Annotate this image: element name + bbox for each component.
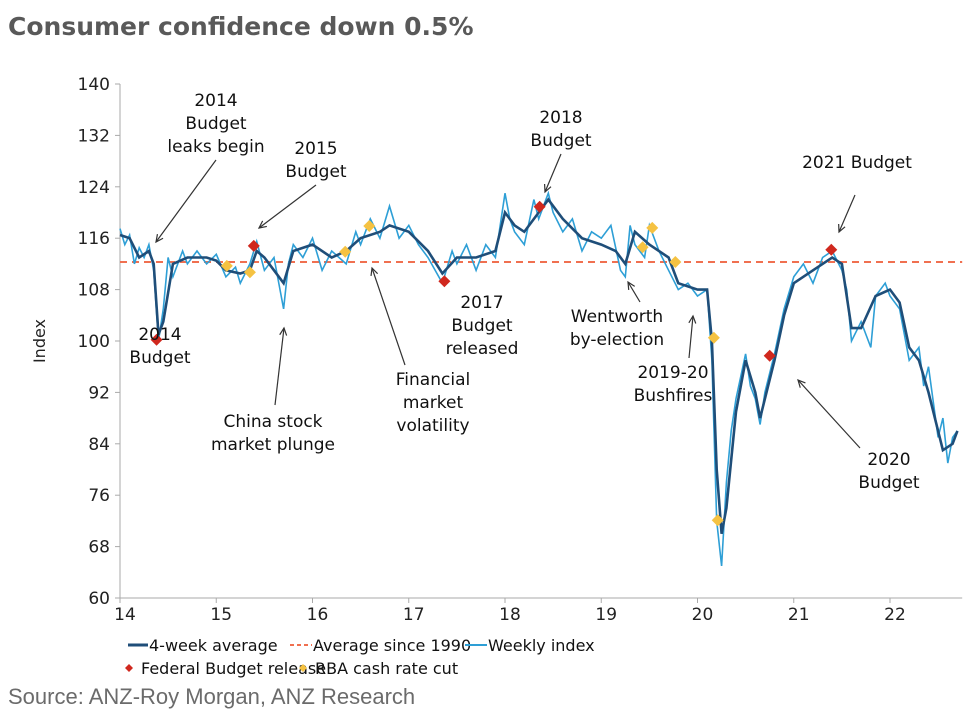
- x-tick-label: 21: [788, 605, 810, 625]
- annotation-2014-budget-text: 2014: [138, 325, 181, 345]
- legend-label-4-week-average: 4-week average: [149, 636, 278, 655]
- y-tick-label: 124: [78, 178, 110, 198]
- annotation-financial-volatility-text: market: [403, 393, 464, 413]
- four-week-average-line: [119, 197, 959, 535]
- annotation-2017-budget-text: released: [446, 339, 519, 359]
- arrowhead-icon: [155, 234, 164, 244]
- annotation-2014-budget-leaks-text: 2014: [194, 91, 237, 111]
- arrowhead-icon: [257, 220, 267, 229]
- annotation-2017-budget-text: Budget: [451, 316, 512, 336]
- x-tick-label: 22: [884, 605, 906, 625]
- rba-cut-marker: [636, 241, 649, 254]
- annotation-2018-budget-text: 2018: [539, 108, 582, 128]
- annotation-financial-volatility-text: volatility: [396, 416, 469, 436]
- source-note: Source: ANZ-Roy Morgan, ANZ Research: [8, 684, 416, 709]
- annotation-bushfires-text: Bushfires: [634, 386, 713, 406]
- x-tick-label: 19: [595, 605, 617, 625]
- legend-label-weekly-index: Weekly index: [488, 636, 595, 655]
- arrowhead-icon: [627, 280, 636, 291]
- rba-cut-marker: [707, 331, 720, 344]
- annotation-financial-volatility-text: Financial: [396, 370, 470, 390]
- legend-swatch-budget-marker: [125, 664, 133, 672]
- arrowhead-icon: [543, 183, 552, 194]
- x-tick-label: 17: [403, 605, 425, 625]
- x-tick-label: 18: [499, 605, 521, 625]
- annotation-2014-budget-leaks-text: Budget: [185, 114, 246, 134]
- annotation-arrow: [258, 184, 317, 229]
- annotation-2017-budget-text: 2017: [460, 293, 503, 313]
- x-tick-label: 14: [114, 605, 136, 625]
- annotation-2014-budget-text: Budget: [129, 348, 190, 368]
- legend-swatch-rba-marker: [299, 664, 307, 672]
- budget-marker: [533, 200, 546, 213]
- y-tick-label: 108: [78, 281, 110, 301]
- y-tick-label: 116: [78, 229, 110, 249]
- rba-cut-marker: [220, 259, 233, 272]
- budget-marker: [247, 239, 260, 252]
- annotation-china-stock-market-text: market plunge: [211, 435, 335, 455]
- y-tick-label: 132: [78, 126, 110, 146]
- budget-marker: [825, 243, 838, 256]
- annotation-2020-budget-text: Budget: [858, 473, 919, 493]
- arrowhead-icon: [688, 314, 697, 324]
- y-tick-label: 84: [88, 435, 110, 455]
- legend-label-federal-budget-release: Federal Budget release: [141, 659, 326, 678]
- budget-marker: [763, 349, 776, 362]
- annotation-arrow: [627, 281, 641, 303]
- annotation-2015-budget-text: 2015: [294, 139, 337, 159]
- y-tick-label: 100: [78, 332, 110, 352]
- rba-cut-marker: [669, 255, 682, 268]
- rba-cut-marker: [646, 221, 659, 234]
- annotation-2020-budget-text: 2020: [867, 450, 910, 470]
- chart-title: Consumer confidence down 0.5%: [8, 12, 474, 41]
- arrowhead-icon: [797, 378, 806, 388]
- y-tick-label: 68: [88, 538, 110, 558]
- rba-cut-marker: [363, 219, 376, 232]
- arrowhead-icon: [279, 326, 288, 336]
- annotation-arrow: [371, 267, 406, 366]
- rba-cut-marker: [339, 245, 352, 258]
- annotation-wentworth-text: Wentworth: [571, 307, 663, 327]
- annotation-2014-budget-leaks-text: leaks begin: [167, 137, 264, 157]
- legend-label-average-since-1990: Average since 1990: [313, 636, 471, 655]
- y-tick-label: 60: [88, 589, 110, 609]
- x-tick-label: 16: [307, 605, 329, 625]
- y-tick-label: 76: [88, 486, 110, 506]
- y-axis-label: Index: [30, 319, 49, 363]
- annotation-arrow: [838, 194, 856, 233]
- x-tick-label: 15: [210, 605, 232, 625]
- annotation-2018-budget-text: Budget: [530, 131, 591, 151]
- annotation-arrow: [688, 315, 694, 359]
- budget-marker: [438, 275, 451, 288]
- y-tick-label: 92: [88, 383, 110, 403]
- annotation-arrow: [155, 159, 217, 243]
- rba-cut-marker: [711, 514, 724, 527]
- annotation-arrow: [797, 379, 861, 449]
- rba-cut-marker: [243, 266, 256, 279]
- annotation-2015-budget-text: Budget: [285, 162, 346, 182]
- arrowhead-icon: [370, 266, 379, 277]
- annotation-arrow: [274, 327, 285, 406]
- legend-label-rba-cash-rate-cut: RBA cash rate cut: [315, 659, 458, 678]
- annotation-wentworth-text: by-election: [570, 330, 664, 350]
- annotation-arrow: [544, 153, 562, 193]
- y-tick-label: 140: [78, 75, 110, 95]
- arrowhead-icon: [838, 223, 846, 234]
- annotation-2021-budget-text: 2021 Budget: [802, 153, 912, 173]
- x-tick-label: 20: [692, 605, 714, 625]
- annotation-china-stock-market-text: China stock: [223, 412, 322, 432]
- annotation-bushfires-text: 2019-20: [637, 363, 708, 383]
- budget-marker: [150, 333, 163, 346]
